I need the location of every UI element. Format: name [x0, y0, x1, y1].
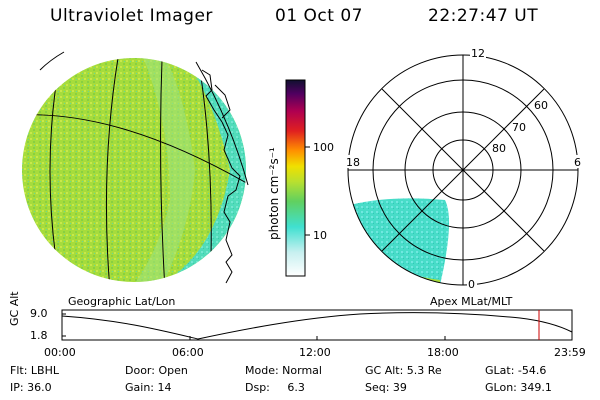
mlat-label-70: 70	[512, 121, 526, 134]
seq-info: Seq: 39	[365, 381, 407, 394]
mlt-label-6: 6	[574, 156, 581, 169]
time-tick-0600: 06:00	[172, 346, 204, 359]
geographic-caption: Geographic Lat/Lon	[68, 295, 176, 308]
mlt-label-0: 0	[468, 278, 475, 291]
filter-info: Flt: LBHL	[10, 364, 59, 377]
mlt-label-12: 12	[471, 47, 485, 60]
altitude-ytick-bottom: 1.8	[30, 329, 48, 342]
glon-info: GLon: 349.1	[485, 381, 552, 394]
time-tick-0000: 00:00	[44, 346, 76, 359]
colorbar-tick-10: 10	[313, 229, 327, 242]
ip-info: IP: 36.0	[10, 381, 52, 394]
mlat-label-80: 80	[492, 142, 506, 155]
earth-disk-image	[22, 51, 249, 284]
image-date: 01 Oct 07	[275, 6, 363, 26]
altitude-ytick-top: 9.0	[30, 307, 48, 320]
altitude-ylabel: GC Alt	[8, 291, 21, 326]
gc-alt-info: GC Alt: 5.3 Re	[365, 364, 442, 377]
image-time: 22:27:47 UT	[428, 6, 539, 26]
glat-info: GLat: -54.6	[485, 364, 547, 377]
gain-info: Gain: 14	[125, 381, 172, 394]
colorbar-unit-label: photon cm⁻²s⁻¹	[267, 147, 281, 240]
time-tick-1800: 18:00	[427, 346, 459, 359]
mode-info: Mode: Normal	[245, 364, 322, 377]
polar-mlat-mlt-plot: 12 18 6 0 60 70 80	[344, 46, 584, 291]
altitude-timeline-plot	[61, 309, 573, 341]
door-info: Door: Open	[125, 364, 188, 377]
color-scale-bar: 100 10 photon cm⁻²s⁻¹	[267, 79, 334, 277]
apex-caption: Apex MLat/MLT	[430, 295, 513, 308]
time-tick-1200: 12:00	[299, 346, 331, 359]
dsp-info: Dsp: 6.3	[245, 381, 305, 394]
mlt-label-18: 18	[346, 156, 360, 169]
time-tick-2359: 23:59	[554, 346, 586, 359]
instrument-title: Ultraviolet Imager	[50, 6, 213, 26]
colorbar-tick-100: 100	[313, 141, 334, 154]
mlat-label-60: 60	[534, 99, 548, 112]
